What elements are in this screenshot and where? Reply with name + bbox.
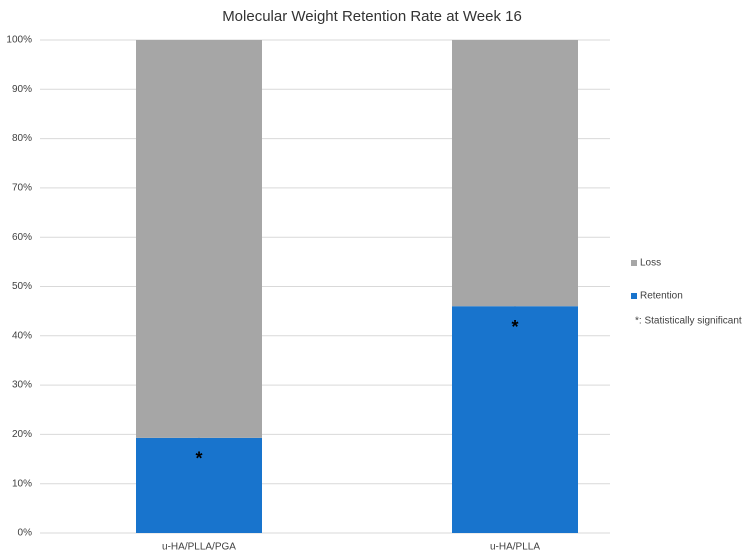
- bar-segment: [452, 306, 578, 533]
- significance-mark: *: [195, 449, 202, 469]
- y-tick-label: 90%: [12, 84, 32, 95]
- legend-label: Retention: [640, 291, 683, 302]
- y-tick-label: 40%: [12, 330, 32, 341]
- significance-mark: *: [511, 317, 518, 337]
- bar-segment: [136, 40, 262, 438]
- chart-title: Molecular Weight Retention Rate at Week …: [222, 8, 522, 25]
- y-tick-label: 20%: [12, 429, 32, 440]
- bar-segment: [452, 40, 578, 307]
- y-tick-label: 70%: [12, 183, 32, 194]
- bar-segment: [136, 437, 262, 533]
- y-tick-label: 10%: [12, 478, 32, 489]
- y-tick-label: 100%: [6, 35, 32, 46]
- y-tick-label: 80%: [12, 133, 32, 144]
- y-tick-label: 30%: [12, 380, 32, 391]
- x-tick-label: u-HA/PLLA/PGA: [162, 542, 236, 553]
- y-tick-label: 60%: [12, 232, 32, 243]
- y-tick-label: 50%: [12, 281, 32, 292]
- annotation: *: Statistically significant: [635, 316, 742, 327]
- x-tick-label: u-HA/PLLA: [490, 542, 540, 553]
- legend-swatch: [631, 293, 637, 299]
- legend-swatch: [631, 260, 637, 266]
- y-tick-label: 0%: [18, 528, 33, 539]
- legend-label: Loss: [640, 258, 661, 269]
